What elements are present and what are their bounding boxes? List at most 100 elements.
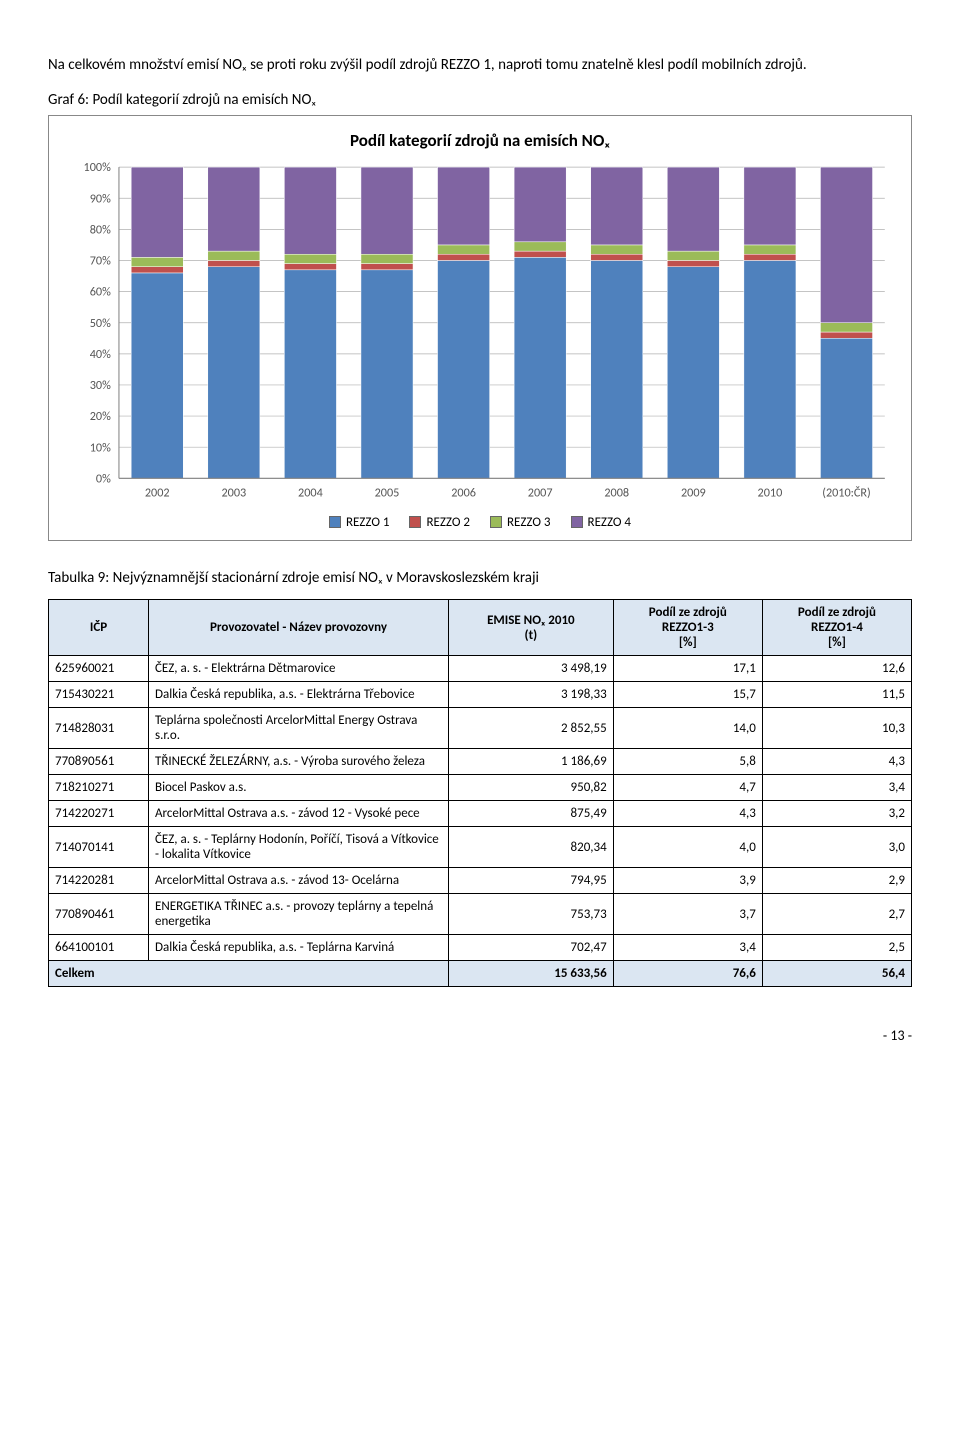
legend-swatch bbox=[329, 516, 341, 528]
chart-legend: REZZO 1 REZZO 2 REZZO 3 REZZO 4 bbox=[63, 515, 897, 533]
table-cell: 3,0 bbox=[762, 827, 911, 868]
table-cell: 2 852,55 bbox=[449, 708, 614, 749]
table-header-cell: Podíl ze zdrojůREZZO1-4[%] bbox=[762, 600, 911, 656]
table-total-row: Celkem15 633,5676,656,4 bbox=[49, 961, 912, 987]
svg-text:2005: 2005 bbox=[375, 486, 400, 501]
table-cell: ArcelorMittal Ostrava a.s. - závod 13- O… bbox=[149, 868, 449, 894]
table-cell: 714220271 bbox=[49, 801, 149, 827]
svg-text:70%: 70% bbox=[90, 254, 111, 269]
legend-swatch bbox=[571, 516, 583, 528]
svg-text:2007: 2007 bbox=[528, 486, 553, 501]
legend-swatch bbox=[490, 516, 502, 528]
table-cell: 14,0 bbox=[613, 708, 762, 749]
table-cell: 4,0 bbox=[613, 827, 762, 868]
svg-text:2010: 2010 bbox=[758, 486, 783, 501]
table-cell: TŘINECKÉ ŽELEZÁRNY, a.s. - Výroba surové… bbox=[149, 749, 449, 775]
svg-text:20%: 20% bbox=[90, 409, 111, 424]
svg-text:2006: 2006 bbox=[451, 486, 476, 501]
table-cell: 3,9 bbox=[613, 868, 762, 894]
table-cell: ČEZ, a. s. - Teplárny Hodonín, Poříčí, T… bbox=[149, 827, 449, 868]
table-cell: 3,7 bbox=[613, 894, 762, 935]
svg-text:10%: 10% bbox=[90, 440, 111, 455]
table-row: 664100101Dalkia Česká republika, a.s. - … bbox=[49, 935, 912, 961]
table-cell: 3,2 bbox=[762, 801, 911, 827]
svg-text:50%: 50% bbox=[90, 316, 111, 331]
table-cell: 11,5 bbox=[762, 682, 911, 708]
legend-swatch bbox=[409, 516, 421, 528]
svg-text:2002: 2002 bbox=[145, 486, 170, 501]
intro-text: Na celkovém množství emisí NOₓ se proti … bbox=[48, 55, 912, 76]
table-cell: 76,6 bbox=[613, 961, 762, 987]
table-cell: Dalkia Česká republika, a.s. - Teplárna … bbox=[149, 935, 449, 961]
table-header-cell: EMISE NOₓ 2010(t) bbox=[449, 600, 614, 656]
table-row: 715430221Dalkia Česká republika, a.s. - … bbox=[49, 682, 912, 708]
table-cell: 3,4 bbox=[613, 935, 762, 961]
table-cell: 715430221 bbox=[49, 682, 149, 708]
table-cell: 15,7 bbox=[613, 682, 762, 708]
legend-label: REZZO 4 bbox=[588, 515, 632, 530]
table-cell: 664100101 bbox=[49, 935, 149, 961]
svg-text:2003: 2003 bbox=[221, 486, 246, 501]
table-cell: ENERGETIKA TŘINEC a.s. - provozy teplárn… bbox=[149, 894, 449, 935]
table-row: 770890461ENERGETIKA TŘINEC a.s. - provoz… bbox=[49, 894, 912, 935]
legend-item: REZZO 1 bbox=[329, 515, 390, 530]
table-cell: 12,6 bbox=[762, 656, 911, 682]
chart-container: Podíl kategorií zdrojů na emisích NOₓ 0%… bbox=[48, 115, 912, 541]
table-cell: 3,4 bbox=[762, 775, 911, 801]
table-cell: 770890461 bbox=[49, 894, 149, 935]
table-cell: 2,7 bbox=[762, 894, 911, 935]
table-cell: 10,3 bbox=[762, 708, 911, 749]
chart-caption: Graf 6: Podíl kategorií zdrojů na emisíc… bbox=[48, 91, 912, 109]
svg-text:2004: 2004 bbox=[298, 486, 323, 501]
table-cell: 5,8 bbox=[613, 749, 762, 775]
table-row: 718210271Biocel Paskov a.s.950,824,73,4 bbox=[49, 775, 912, 801]
svg-text:2008: 2008 bbox=[604, 486, 629, 501]
table-row: 770890561TŘINECKÉ ŽELEZÁRNY, a.s. - Výro… bbox=[49, 749, 912, 775]
table-cell: 2,9 bbox=[762, 868, 911, 894]
table-cell: Teplárna společnosti ArcelorMittal Energ… bbox=[149, 708, 449, 749]
table-cell: 714070141 bbox=[49, 827, 149, 868]
table-cell: ČEZ, a. s. - Elektrárna Dětmarovice bbox=[149, 656, 449, 682]
table-cell: 625960021 bbox=[49, 656, 149, 682]
legend-label: REZZO 1 bbox=[346, 515, 390, 530]
legend-item: REZZO 2 bbox=[409, 515, 470, 530]
table-cell: 875,49 bbox=[449, 801, 614, 827]
legend-label: REZZO 3 bbox=[507, 515, 551, 530]
table-header-cell: IČP bbox=[49, 600, 149, 656]
table-header-cell: Provozovatel - Název provozovny bbox=[149, 600, 449, 656]
table-cell: 753,73 bbox=[449, 894, 614, 935]
legend-item: REZZO 3 bbox=[490, 515, 551, 530]
table-cell: 1 186,69 bbox=[449, 749, 614, 775]
svg-text:60%: 60% bbox=[90, 285, 111, 300]
table-row: 714220271ArcelorMittal Ostrava a.s. - zá… bbox=[49, 801, 912, 827]
table-cell: 56,4 bbox=[762, 961, 911, 987]
table-cell: 714220281 bbox=[49, 868, 149, 894]
table-cell: 794,95 bbox=[449, 868, 614, 894]
table-cell: ArcelorMittal Ostrava a.s. - závod 12 - … bbox=[149, 801, 449, 827]
table-cell: Dalkia Česká republika, a.s. - Elektrárn… bbox=[149, 682, 449, 708]
legend-label: REZZO 2 bbox=[426, 515, 470, 530]
svg-text:(2010:ČR): (2010:ČR) bbox=[822, 486, 870, 501]
table-cell: 770890561 bbox=[49, 749, 149, 775]
table-cell: 4,3 bbox=[762, 749, 911, 775]
table-cell: 3 498,19 bbox=[449, 656, 614, 682]
table-cell: Celkem bbox=[49, 961, 449, 987]
table-cell: 702,47 bbox=[449, 935, 614, 961]
svg-text:80%: 80% bbox=[90, 222, 111, 237]
table-cell: Biocel Paskov a.s. bbox=[149, 775, 449, 801]
table-cell: 3 198,33 bbox=[449, 682, 614, 708]
table-cell: 2,5 bbox=[762, 935, 911, 961]
table-row: 714220281ArcelorMittal Ostrava a.s. - zá… bbox=[49, 868, 912, 894]
svg-text:0%: 0% bbox=[96, 471, 111, 486]
table-header-row: IČPProvozovatel - Název provozovnyEMISE … bbox=[49, 600, 912, 656]
table-body: 625960021ČEZ, a. s. - Elektrárna Dětmaro… bbox=[49, 656, 912, 987]
table-cell: 718210271 bbox=[49, 775, 149, 801]
svg-text:90%: 90% bbox=[90, 191, 111, 206]
table-header-cell: Podíl ze zdrojůREZZO1-3[%] bbox=[613, 600, 762, 656]
table-row: 625960021ČEZ, a. s. - Elektrárna Dětmaro… bbox=[49, 656, 912, 682]
table-cell: 4,7 bbox=[613, 775, 762, 801]
svg-text:2009: 2009 bbox=[681, 486, 706, 501]
stacked-bar-chart: 0%10%20%30%40%50%60%70%80%90%100%2002200… bbox=[63, 161, 897, 507]
table-cell: 17,1 bbox=[613, 656, 762, 682]
table-cell: 820,34 bbox=[449, 827, 614, 868]
